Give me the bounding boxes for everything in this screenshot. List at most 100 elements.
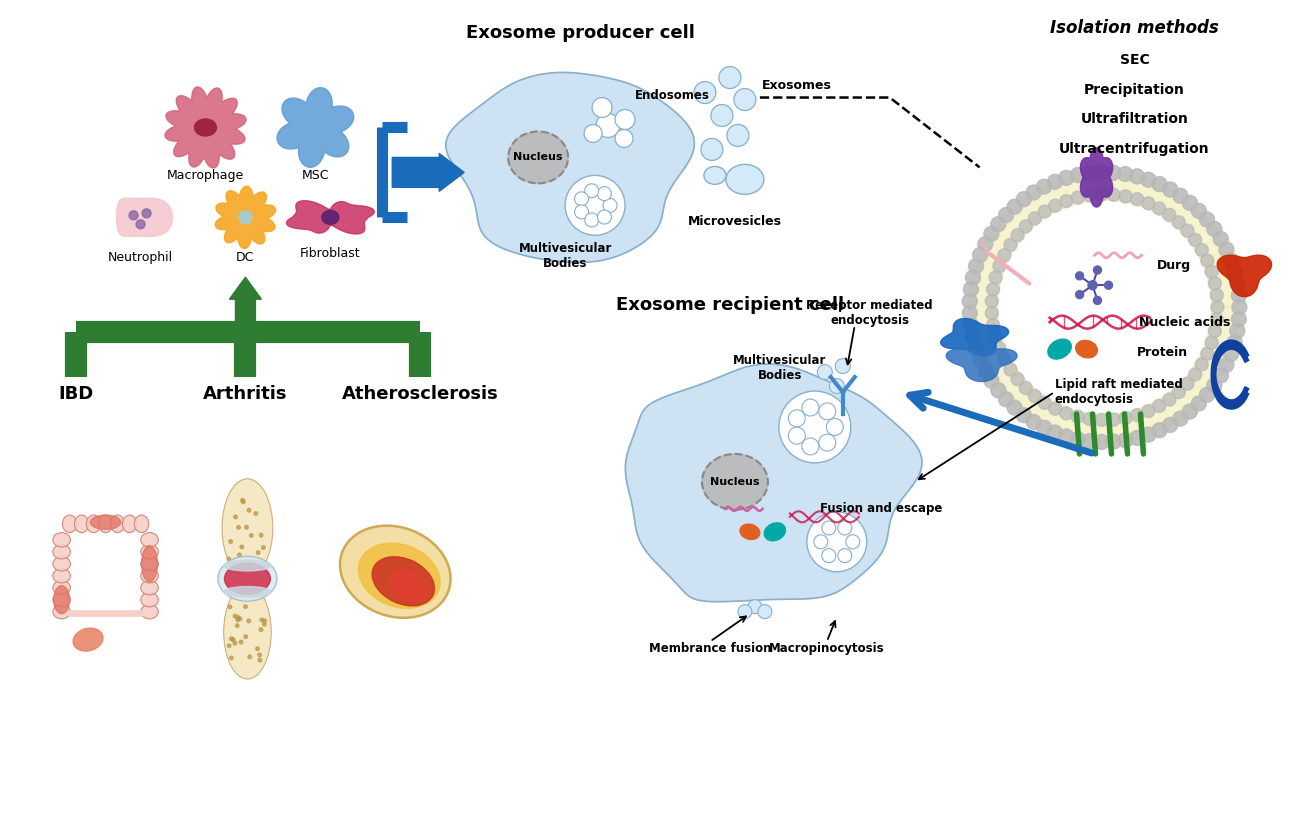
Circle shape [1026,414,1042,429]
Circle shape [1209,324,1221,337]
Circle shape [968,259,984,274]
Circle shape [1082,433,1097,448]
Ellipse shape [141,592,158,607]
Polygon shape [216,186,276,248]
Circle shape [830,379,844,394]
Circle shape [984,373,999,388]
Ellipse shape [239,211,252,224]
Circle shape [1151,423,1167,437]
Text: DC: DC [237,251,255,265]
Circle shape [822,521,835,535]
Circle shape [237,526,240,529]
Circle shape [1182,224,1195,237]
Circle shape [1209,277,1221,289]
Circle shape [235,615,239,619]
Circle shape [846,535,860,549]
Circle shape [806,512,867,571]
Circle shape [1196,358,1208,371]
Ellipse shape [222,479,273,577]
Circle shape [584,213,599,227]
Circle shape [1036,179,1052,194]
Circle shape [962,306,978,321]
Circle shape [1230,323,1244,338]
Circle shape [999,208,1013,222]
Circle shape [701,138,723,160]
Ellipse shape [322,210,339,224]
Circle shape [616,109,635,130]
Circle shape [1172,385,1185,399]
Circle shape [250,562,252,565]
Circle shape [597,187,612,201]
Circle shape [239,640,243,644]
Ellipse shape [86,515,101,533]
Text: Multivesicular
Bodies: Multivesicular Bodies [733,354,826,382]
Circle shape [966,329,980,344]
Circle shape [1060,407,1073,420]
Circle shape [1230,276,1244,291]
Circle shape [1227,265,1242,280]
Circle shape [230,637,233,640]
Circle shape [1094,165,1110,180]
Circle shape [999,392,1013,407]
Circle shape [1210,313,1223,326]
Circle shape [1094,434,1110,449]
Circle shape [1036,420,1052,435]
Text: Nucleus: Nucleus [710,477,759,487]
Text: Exosome producer cell: Exosome producer cell [465,24,694,41]
Circle shape [229,540,233,543]
Circle shape [779,391,851,463]
Polygon shape [1081,148,1112,207]
Circle shape [1094,266,1102,274]
Circle shape [260,619,264,622]
Circle shape [987,283,1000,296]
Polygon shape [1217,256,1272,297]
Circle shape [575,192,588,206]
Circle shape [1059,170,1074,185]
Polygon shape [116,198,173,237]
Circle shape [978,237,993,251]
Circle shape [1172,189,1188,203]
Circle shape [985,294,999,308]
Circle shape [1182,377,1195,390]
Text: Multivesicular
Bodies: Multivesicular Bodies [519,242,612,270]
Circle shape [250,533,254,538]
Ellipse shape [389,571,430,601]
Circle shape [1087,280,1097,289]
Circle shape [1026,185,1042,200]
Circle shape [1142,197,1155,210]
Circle shape [802,399,819,416]
Circle shape [240,545,243,548]
Circle shape [1151,177,1167,192]
Ellipse shape [52,581,71,595]
Circle shape [259,533,263,537]
Circle shape [1196,243,1208,256]
Circle shape [243,605,247,609]
Polygon shape [286,201,374,234]
Circle shape [1029,212,1042,225]
Circle shape [1119,412,1132,424]
Ellipse shape [52,557,71,571]
Ellipse shape [372,557,434,606]
Circle shape [1210,301,1223,313]
Circle shape [822,548,835,562]
Ellipse shape [141,605,158,619]
Circle shape [985,307,999,320]
Circle shape [838,521,852,535]
Circle shape [230,656,233,660]
Circle shape [597,210,612,224]
Circle shape [1210,289,1223,302]
Text: Exosome recipient cell: Exosome recipient cell [616,296,844,314]
Circle shape [694,82,716,103]
Circle shape [1163,208,1176,222]
Circle shape [835,359,851,374]
Circle shape [1117,166,1133,181]
Text: Nucleic acids: Nucleic acids [1140,316,1231,328]
Circle shape [263,623,267,626]
Circle shape [1038,396,1051,409]
Circle shape [259,628,263,632]
Circle shape [1095,414,1108,427]
Text: Precipitation: Precipitation [1084,83,1185,97]
Circle shape [233,642,237,645]
Circle shape [235,624,239,628]
Circle shape [1191,396,1206,411]
